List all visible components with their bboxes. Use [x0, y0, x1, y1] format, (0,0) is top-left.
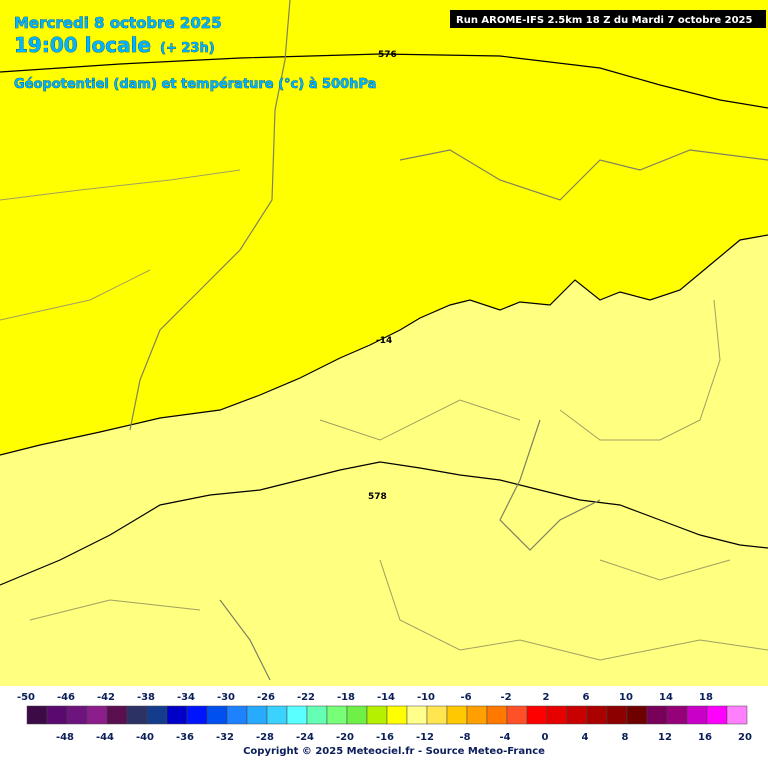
date-title: Mercredi 8 octobre 2025	[14, 14, 222, 32]
legend-swatch	[146, 705, 168, 725]
legend-label: 4	[582, 732, 589, 743]
legend-label: 10	[619, 692, 633, 703]
legend-swatch	[66, 705, 88, 725]
legend-label: -36	[176, 732, 194, 743]
legend-swatch	[486, 705, 508, 725]
geopotential-contour	[0, 53, 768, 109]
field-title: Géopotentiel (dam) et température (°c) à…	[14, 77, 376, 92]
legend-swatch	[246, 705, 268, 725]
legend-label: -14	[377, 692, 395, 703]
legend-label: -44	[96, 732, 114, 743]
legend-label: -38	[137, 692, 155, 703]
legend-swatch	[546, 705, 568, 725]
contour-label: 578	[368, 492, 387, 502]
legend-swatch	[586, 705, 608, 725]
legend-swatch	[686, 705, 708, 725]
legend-label: -26	[257, 692, 275, 703]
legend-label: -16	[376, 732, 394, 743]
legend-swatch	[346, 705, 368, 725]
lead-time: (+ 23h)	[160, 41, 215, 56]
legend-swatch	[206, 705, 228, 725]
legend-swatch	[386, 705, 408, 725]
legend-label: 18	[699, 692, 713, 703]
legend-label: -2	[500, 692, 511, 703]
legend-label: -12	[416, 732, 434, 743]
legend-label: 2	[543, 692, 550, 703]
legend-label: -22	[297, 692, 315, 703]
legend-swatch	[126, 705, 148, 725]
legend-label: -6	[460, 692, 471, 703]
legend-label: 8	[622, 732, 629, 743]
legend-swatch	[26, 705, 48, 725]
legend-label: 12	[658, 732, 672, 743]
contour-label: -14	[376, 336, 392, 346]
border	[129, 0, 291, 431]
legend-swatch	[426, 705, 448, 725]
legend-swatch	[726, 705, 748, 725]
run-box	[450, 10, 766, 28]
legend-swatch	[266, 705, 288, 725]
legend-swatch	[186, 705, 208, 725]
geopotential-contour	[0, 461, 768, 586]
border	[499, 419, 601, 551]
legend-swatch	[326, 705, 348, 725]
legend-swatch	[606, 705, 628, 725]
legend-swatch	[366, 705, 388, 725]
legend-swatch	[306, 705, 328, 725]
legend-label: -10	[417, 692, 435, 703]
legend-swatch	[106, 705, 128, 725]
warm-region	[0, 0, 768, 455]
legend-swatch	[406, 705, 428, 725]
legend-label: -20	[336, 732, 354, 743]
legend-label: -28	[256, 732, 274, 743]
legend-label: 20	[738, 732, 752, 743]
legend-label: -46	[57, 692, 75, 703]
legend-label: -32	[216, 732, 234, 743]
legend-swatch	[706, 705, 728, 725]
legend-swatch	[46, 705, 68, 725]
time-title: 19:00 locale	[14, 33, 151, 57]
legend-label: 0	[542, 732, 549, 743]
legend-swatch	[226, 705, 248, 725]
border	[399, 149, 768, 201]
legend-label: -18	[337, 692, 355, 703]
legend-swatch	[626, 705, 648, 725]
legend-label: -50	[17, 692, 35, 703]
copyright: Copyright © 2025 Meteociel.fr - Source M…	[243, 746, 545, 757]
legend-label: 16	[698, 732, 712, 743]
legend-swatch	[286, 705, 308, 725]
legend-label: -24	[296, 732, 314, 743]
legend-swatch	[526, 705, 548, 725]
legend-label: 6	[583, 692, 590, 703]
border	[219, 599, 271, 681]
legend-label: -40	[136, 732, 154, 743]
legend-label: 14	[659, 692, 673, 703]
legend-swatch	[566, 705, 588, 725]
isotherm	[0, 234, 768, 456]
legend-swatch	[646, 705, 668, 725]
legend-label: -4	[499, 732, 510, 743]
legend-label: -48	[56, 732, 74, 743]
legend-label: -8	[459, 732, 470, 743]
run-info: Run AROME-IFS 2.5km 18 Z du Mardi 7 octo…	[456, 15, 752, 26]
legend-swatch	[466, 705, 488, 725]
legend-swatch	[666, 705, 688, 725]
legend-swatch	[506, 705, 528, 725]
legend-swatch	[446, 705, 468, 725]
legend-swatch	[86, 705, 108, 725]
contour-label: 576	[378, 50, 397, 60]
legend: -50-48-46-44-42-40-38-36-34-32-30-28-26-…	[17, 692, 752, 743]
region-boundary	[0, 169, 768, 661]
legend-label: -34	[177, 692, 195, 703]
legend-label: -42	[97, 692, 115, 703]
legend-swatch	[166, 705, 188, 725]
legend-label: -30	[217, 692, 235, 703]
legend-background	[0, 686, 768, 768]
